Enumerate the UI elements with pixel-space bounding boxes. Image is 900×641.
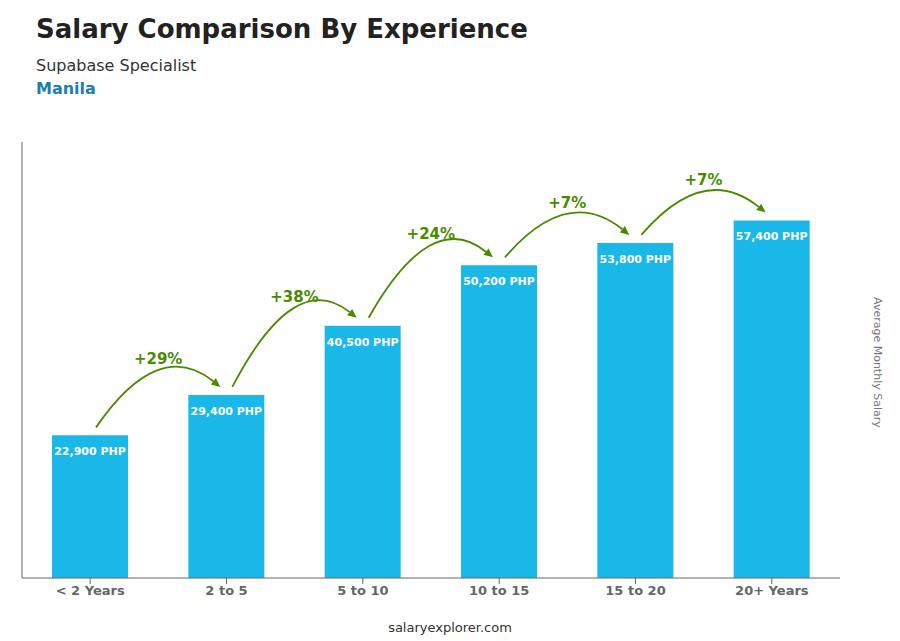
svg-text:+29%: +29% [134,350,182,368]
svg-text:15 to 20: 15 to 20 [605,583,665,598]
svg-text:+38%: +38% [270,288,318,306]
svg-text:50,200 PHP: 50,200 PHP [463,275,535,288]
html-text:Salary Comparison By Experienc: Salary Comparison By Experience [36,14,528,44]
svg-text:57,400 PHP: 57,400 PHP [736,230,808,243]
html-text:salaryexplorer.com: salaryexplorer.com [388,619,512,635]
svg-text:10 to 15: 10 to 15 [469,583,529,598]
svg-text:20+ Years: 20+ Years [735,583,809,598]
svg-text:5 to 10: 5 to 10 [337,583,388,598]
svg-text:+7%: +7% [684,171,722,189]
svg-text:29,400 PHP: 29,400 PHP [191,405,263,418]
html-text:Supabase Specialist: Supabase Specialist [36,56,197,75]
svg-text:+24%: +24% [407,225,455,243]
svg-text:2 to 5: 2 to 5 [205,583,247,598]
html-text:Manila: Manila [36,79,96,98]
svg-text:22,900 PHP: 22,900 PHP [54,445,126,458]
svg-text:+7%: +7% [548,194,586,212]
html-text:Average Monthly Salary: Average Monthly Salary [870,297,884,428]
svg-text:40,500 PHP: 40,500 PHP [327,336,399,349]
svg-text:< 2 Years: < 2 Years [56,583,125,598]
svg-text:53,800 PHP: 53,800 PHP [600,253,672,266]
